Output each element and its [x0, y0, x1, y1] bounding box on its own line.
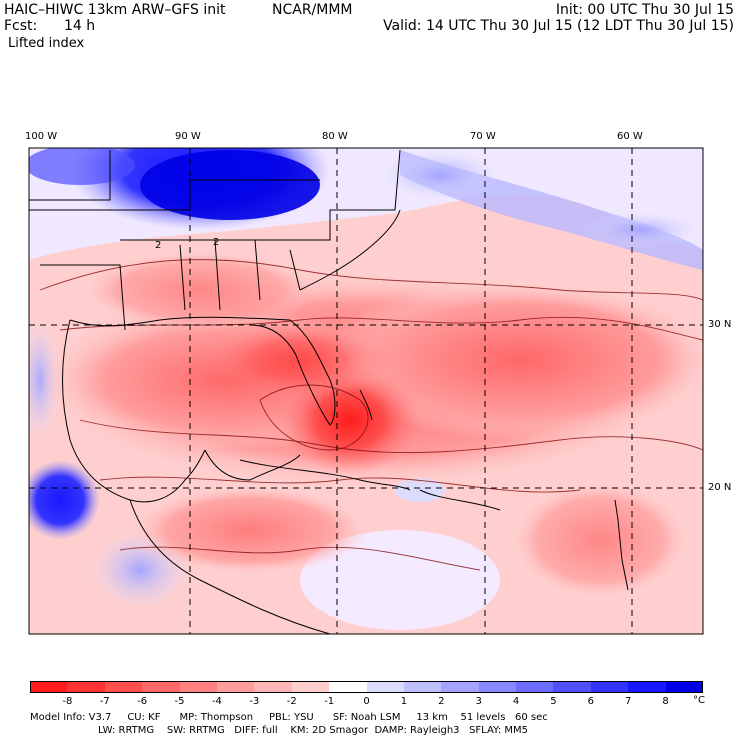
contour-label: 2	[213, 237, 220, 248]
legend-tick-label: -8	[62, 696, 73, 707]
graticule	[29, 148, 703, 634]
legend-swatch	[366, 681, 405, 693]
map-frame	[28, 147, 704, 635]
contour-label: 2	[155, 240, 162, 251]
lon-label-100w: 100 W	[25, 131, 58, 142]
lon-label-70w: 70 W	[470, 131, 496, 142]
legend-tick-label: 0	[363, 696, 370, 707]
fcst-label: Fcst:	[4, 18, 38, 34]
legend-swatch	[216, 681, 255, 693]
init-time: Init: 00 UTC Thu 30 Jul 15	[555, 2, 734, 18]
legend-tick-label: -2	[286, 696, 297, 707]
legend-tick-label: -4	[211, 696, 222, 707]
legend-tick-label: 7	[625, 696, 632, 707]
legend-swatch	[30, 681, 68, 693]
legend-tick-label: 3	[475, 696, 482, 707]
legend-tick-label: 8	[662, 696, 669, 707]
legend-tick-label: 4	[512, 696, 520, 707]
lat-label-30n: 30 N	[708, 319, 732, 330]
legend-frame	[30, 681, 703, 693]
field-name: Lifted index	[8, 36, 85, 51]
legend-tick-label: -3	[249, 696, 260, 707]
legend-tick-label: 5	[550, 696, 557, 707]
legend-tick-label: -1	[324, 696, 335, 707]
legend-tick-label: 1	[400, 696, 408, 707]
legend-tick-label: 6	[587, 696, 595, 707]
legend-swatch	[329, 681, 367, 693]
legend-tick-label: -7	[99, 696, 110, 707]
legend-tick-label: -5	[174, 696, 185, 707]
legend-swatch	[291, 681, 330, 693]
lifted-index-field	[29, 148, 703, 634]
legend-swatch	[441, 681, 480, 693]
legend-tick-label: -6	[137, 696, 148, 707]
lon-label-80w: 80 W	[322, 131, 348, 142]
legend-swatch	[403, 681, 442, 693]
lon-label-60w: 60 W	[617, 131, 643, 142]
fcst-value: 14 h	[64, 18, 96, 34]
legend-swatch	[628, 681, 667, 693]
legend-tick-label: 2	[438, 696, 445, 707]
valid-time: Valid: 14 UTC Thu 30 Jul 15 (12 LDT Thu …	[383, 18, 734, 34]
lat-label-20n: 20 N	[708, 482, 732, 493]
legend-swatch	[590, 681, 629, 693]
coastlines	[29, 149, 629, 635]
legend-swatch	[67, 681, 106, 693]
legend-swatch	[142, 681, 181, 693]
legend-swatch	[104, 681, 143, 693]
lon-label-90w: 90 W	[175, 131, 201, 142]
legend-swatch	[254, 681, 293, 693]
legend-swatch	[516, 681, 554, 693]
legend-swatch	[553, 681, 592, 693]
org-label: NCAR/MMM	[272, 2, 353, 18]
model-info-line1: Model Info: V3.7 CU: KF MP: Thompson PBL…	[30, 712, 548, 723]
legend-swatch	[179, 681, 218, 693]
legend-swatch	[478, 681, 517, 693]
model-info-line2: LW: RRTMG SW: RRTMG DIFF: full KM: 2D Sm…	[98, 725, 528, 736]
legend-swatch	[665, 681, 704, 693]
model-title: HAIC–HIWC 13km ARW–GFS init	[4, 2, 226, 18]
legend-unit: °C	[693, 695, 705, 706]
